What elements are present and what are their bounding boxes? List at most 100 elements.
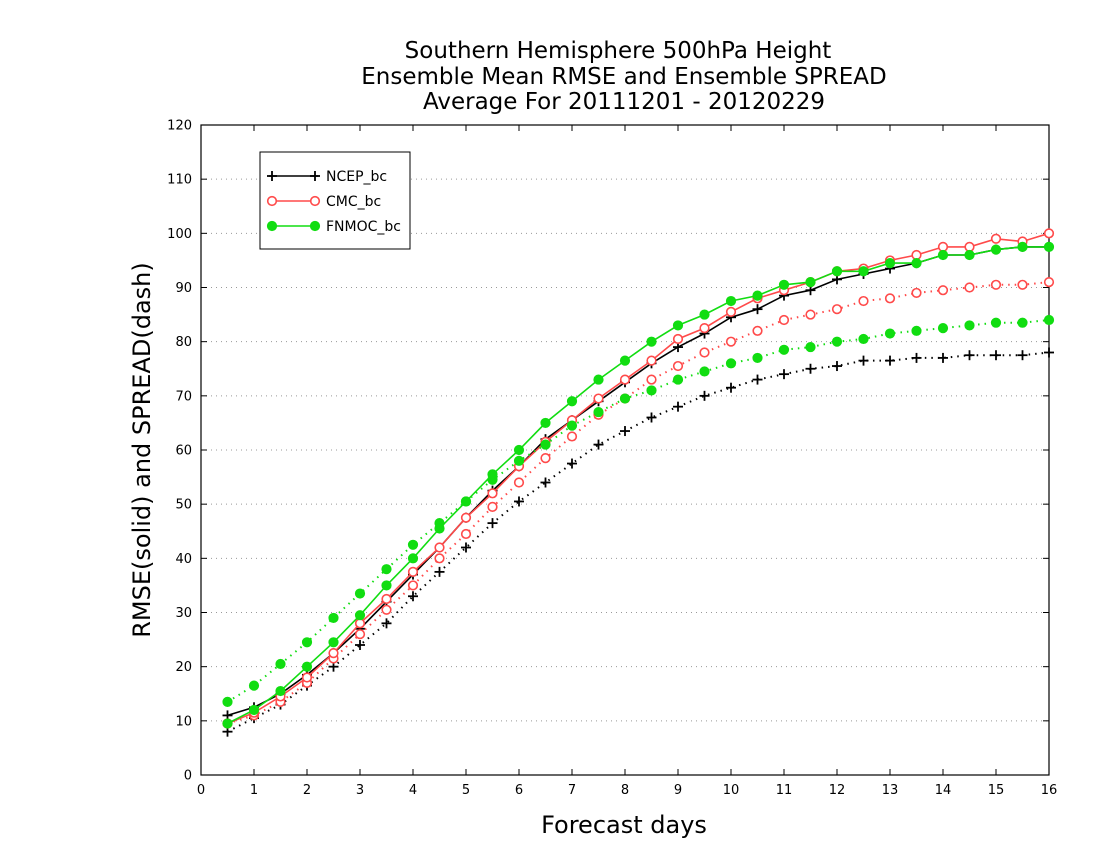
y-tick-label: 90 — [175, 281, 192, 296]
data-point-fnmoc-bc-spread — [672, 374, 684, 385]
data-point-cmc-bc-spread — [752, 325, 763, 336]
data-point-fnmoc-bc-spread — [937, 323, 949, 334]
data-point-fnmoc-bc-rmse — [275, 685, 286, 697]
data-point-fnmoc-bc-rmse — [990, 244, 1002, 255]
data-point-fnmoc-bc-spread — [407, 539, 419, 550]
data-point-fnmoc-bc-spread — [911, 325, 922, 336]
data-point-fnmoc-bc-rmse — [805, 276, 816, 288]
data-point-ncep-bc-spread — [514, 496, 524, 507]
series-line-cmc-bc-spread — [227, 281, 1050, 725]
data-point-fnmoc-bc-spread — [566, 420, 578, 431]
y-tick-label: 100 — [167, 227, 192, 242]
legend-marker-ncep-bc — [267, 171, 277, 181]
data-point-cmc-bc-spread — [381, 604, 392, 615]
data-point-cmc-bc-rmse — [937, 241, 949, 252]
data-point-fnmoc-bc-rmse — [778, 279, 790, 290]
data-point-cmc-bc-rmse — [354, 618, 366, 629]
legend-marker-cmc-bc — [266, 195, 278, 207]
data-point-cmc-bc-rmse — [328, 648, 339, 659]
data-point-fnmoc-bc-rmse — [1017, 241, 1028, 252]
y-tick-label: 0 — [184, 769, 192, 784]
chart-title-line-3: Average For 20111201 - 20120229 — [423, 89, 825, 115]
x-tick-label: 9 — [674, 783, 682, 798]
x-tick-label: 6 — [515, 783, 523, 798]
data-point-fnmoc-bc-rmse — [593, 374, 604, 385]
data-point-cmc-bc-spread — [964, 282, 975, 293]
data-point-cmc-bc-spread — [1017, 279, 1028, 290]
y-tick-label: 40 — [175, 552, 192, 567]
data-point-ncep-bc-spread — [911, 352, 922, 363]
data-point-fnmoc-bc-rmse — [858, 266, 869, 277]
x-tick-label: 7 — [568, 783, 576, 798]
series-line-fnmoc-bc-rmse — [227, 246, 1049, 725]
x-tick-label: 8 — [621, 783, 629, 798]
data-point-fnmoc-bc-rmse — [540, 417, 551, 429]
data-point-cmc-bc-spread — [407, 580, 419, 591]
data-point-cmc-bc-spread — [937, 285, 949, 296]
data-point-cmc-bc-spread — [990, 279, 1002, 290]
data-point-cmc-bc-rmse — [990, 233, 1002, 244]
data-point-ncep-bc-rmse — [752, 304, 763, 315]
data-point-fnmoc-bc-rmse — [699, 309, 710, 320]
data-point-ncep-bc-spread — [408, 591, 418, 602]
legend-marker-cmc-bc — [309, 195, 321, 207]
x-axis-label: Forecast days — [541, 811, 707, 839]
legend-marker-ncep-bc — [310, 171, 320, 181]
data-point-ncep-bc-spread — [620, 426, 630, 437]
legend-label-cmc-bc: CMC_bc — [326, 194, 381, 210]
data-point-ncep-bc-spread — [752, 374, 763, 385]
data-point-cmc-bc-spread — [884, 293, 896, 304]
data-point-cmc-bc-rmse — [434, 542, 445, 553]
x-tick-label: 5 — [462, 783, 470, 798]
data-point-cmc-bc-rmse — [301, 672, 313, 683]
data-point-fnmoc-bc-rmse — [301, 661, 313, 672]
data-point-fnmoc-bc-rmse — [831, 266, 843, 277]
legend-marker-fnmoc-bc — [266, 220, 278, 232]
data-point-fnmoc-bc-spread — [301, 637, 313, 648]
data-point-fnmoc-bc-rmse — [460, 496, 472, 507]
data-point-fnmoc-bc-rmse — [513, 444, 525, 456]
series-layer — [222, 228, 1055, 737]
x-tick-label: 10 — [723, 783, 740, 798]
data-point-fnmoc-bc-rmse — [619, 355, 631, 366]
data-point-cmc-bc-spread — [460, 528, 472, 540]
y-axis-label: RMSE(solid) and SPREAD(dash) — [128, 262, 156, 638]
data-point-fnmoc-bc-spread — [858, 333, 869, 345]
series-line-fnmoc-bc-spread — [226, 319, 1050, 703]
data-point-ncep-bc-spread — [726, 382, 736, 393]
legend-marker-fnmoc-bc — [309, 220, 321, 232]
data-point-fnmoc-bc-rmse — [964, 249, 975, 261]
data-point-ncep-bc-spread — [355, 640, 365, 650]
x-tick-label: 13 — [882, 783, 899, 798]
y-tick-label: 110 — [167, 173, 192, 188]
data-point-fnmoc-bc-rmse — [381, 580, 392, 591]
data-point-fnmoc-bc-spread — [699, 366, 710, 377]
x-tick-label: 11 — [776, 783, 793, 798]
data-point-fnmoc-bc-spread — [725, 358, 737, 369]
data-point-fnmoc-bc-spread — [540, 439, 551, 450]
legend-label-ncep-bc: NCEP_bc — [326, 169, 387, 185]
data-point-cmc-bc-spread — [1043, 276, 1055, 288]
x-tick-label: 15 — [988, 783, 1005, 798]
data-point-ncep-bc-spread — [381, 618, 392, 629]
data-point-fnmoc-bc-spread — [752, 352, 763, 364]
x-tick-label: 3 — [356, 783, 364, 798]
data-point-cmc-bc-spread — [725, 336, 737, 347]
x-tick-label: 2 — [303, 783, 311, 798]
data-point-fnmoc-bc-spread — [884, 328, 896, 339]
chart-title-line-1: Southern Hemisphere 500hPa Height — [405, 38, 832, 64]
chart-title: Southern Hemisphere 500hPa Height Ensemb… — [361, 38, 886, 115]
data-point-fnmoc-bc-spread — [831, 336, 843, 347]
y-tick-label: 80 — [175, 335, 192, 350]
data-point-fnmoc-bc-rmse — [884, 258, 896, 269]
data-point-fnmoc-bc-rmse — [248, 704, 260, 716]
data-point-fnmoc-bc-rmse — [725, 295, 737, 307]
data-point-cmc-bc-rmse — [407, 566, 419, 577]
data-point-cmc-bc-spread — [434, 553, 445, 564]
x-tick-label: 4 — [409, 783, 417, 798]
data-point-fnmoc-bc-rmse — [672, 320, 684, 331]
data-point-cmc-bc-spread — [540, 453, 551, 464]
data-point-fnmoc-bc-rmse — [911, 258, 922, 269]
series-line-ncep-bc-spread — [227, 351, 1050, 733]
data-point-cmc-bc-spread — [805, 309, 816, 320]
